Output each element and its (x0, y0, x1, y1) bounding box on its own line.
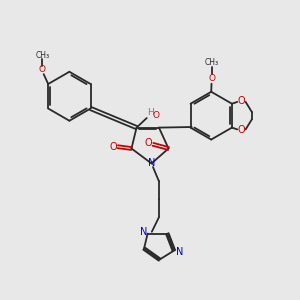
Text: CH₃: CH₃ (35, 50, 49, 59)
Text: O: O (152, 111, 159, 120)
Text: O: O (110, 142, 117, 152)
Text: O: O (238, 96, 245, 106)
Text: O: O (39, 65, 46, 74)
Text: O: O (238, 125, 245, 135)
Text: N: N (148, 158, 155, 168)
Text: CH₃: CH₃ (205, 58, 219, 67)
Text: O: O (208, 74, 215, 82)
Text: N: N (176, 247, 183, 257)
Text: O: O (144, 138, 152, 148)
Text: H: H (147, 108, 154, 117)
Text: N: N (140, 227, 147, 237)
